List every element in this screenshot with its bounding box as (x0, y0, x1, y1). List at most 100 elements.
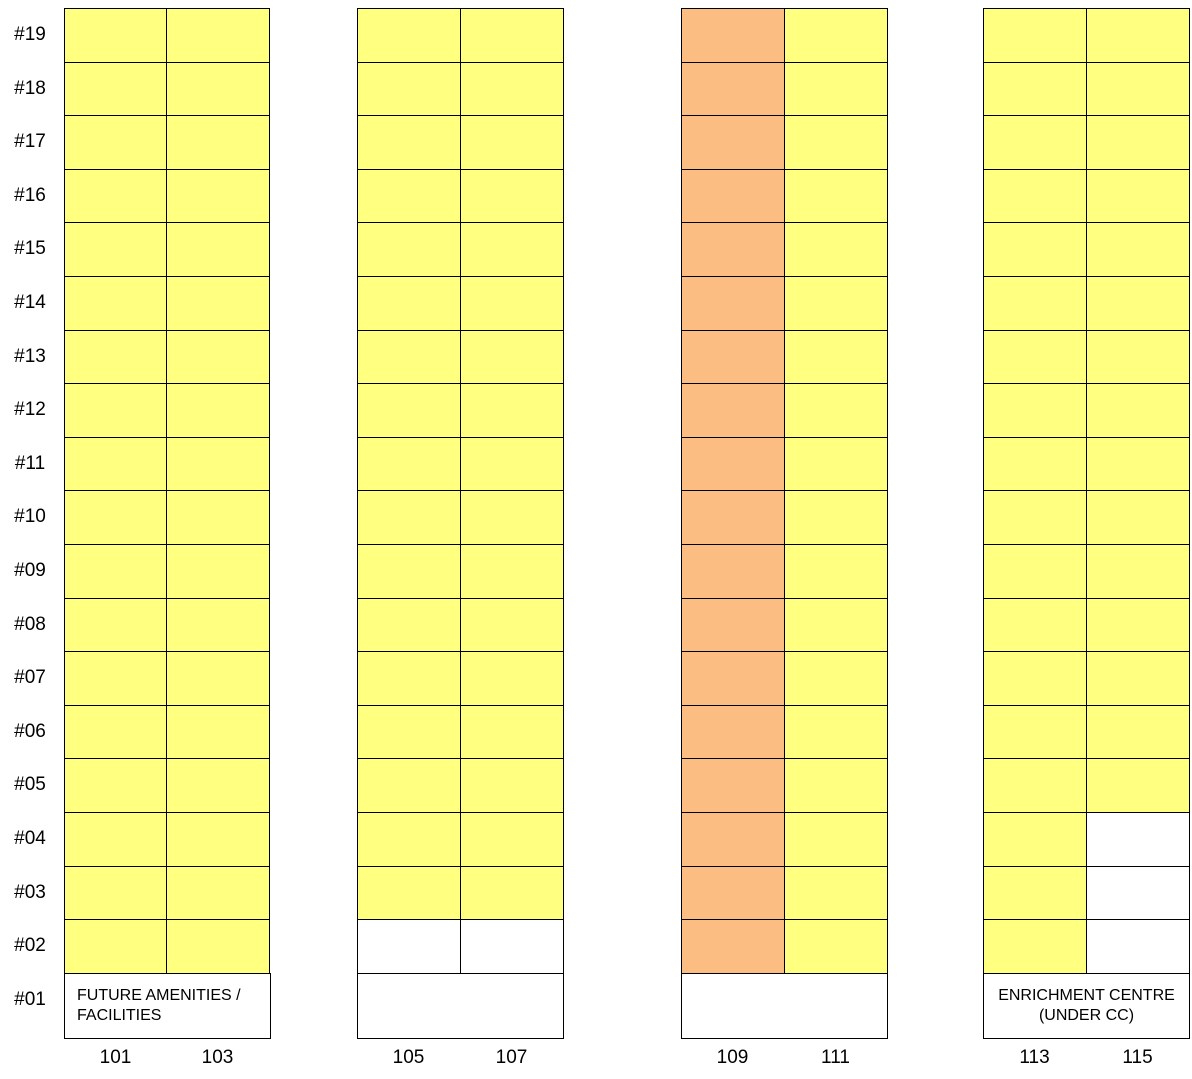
unit-cell-08-107 (460, 597, 564, 653)
unit-cell-02-101 (64, 919, 168, 974)
unit-cell-05-103 (166, 758, 270, 813)
unit-cell-03-101 (64, 865, 168, 921)
unit-cell-19-113 (983, 8, 1087, 63)
unit-cell-04-101 (64, 812, 168, 867)
unit-cell-07-105 (357, 651, 461, 706)
block-note-text: FUTURE AMENITIES / FACILITIES (77, 987, 241, 1025)
unit-cell-02-115 (1086, 919, 1190, 974)
unit-cell-17-113 (983, 115, 1087, 170)
floor-label-07: #07 (14, 667, 46, 689)
unit-cell-09-103 (166, 544, 270, 599)
unit-cell-18-103 (166, 61, 270, 117)
unit-cell-07-103 (166, 651, 270, 706)
unit-cell-11-107 (460, 436, 564, 492)
unit-cell-18-109 (681, 61, 785, 117)
unit-cell-16-115 (1086, 168, 1190, 224)
unit-cell-14-105 (357, 276, 461, 331)
unit-cell-03-115 (1086, 865, 1190, 921)
unit-cell-02-103 (166, 919, 270, 974)
unit-cell-02-111 (784, 919, 888, 974)
unit-cell-16-109 (681, 168, 785, 224)
unit-cell-04-107 (460, 812, 564, 867)
unit-cell-06-101 (64, 704, 168, 760)
unit-cell-08-115 (1086, 597, 1190, 653)
unit-cell-06-113 (983, 704, 1087, 760)
unit-cell-09-111 (784, 544, 888, 599)
unit-cell-06-115 (1086, 704, 1190, 760)
unit-cell-06-105 (357, 704, 461, 760)
unit-cell-10-111 (784, 490, 888, 545)
unit-cell-08-103 (166, 597, 270, 653)
unit-cell-16-101 (64, 168, 168, 224)
unit-cell-19-105 (357, 8, 461, 63)
unit-cell-09-105 (357, 544, 461, 599)
unit-cell-18-101 (64, 61, 168, 117)
unit-cell-07-109 (681, 651, 785, 706)
unit-cell-16-113 (983, 168, 1087, 224)
unit-cell-07-113 (983, 651, 1087, 706)
unit-cell-09-115 (1086, 544, 1190, 599)
unit-cell-12-103 (166, 383, 270, 438)
floor-label-09: #09 (14, 560, 46, 581)
unit-cell-15-105 (357, 222, 461, 277)
unit-cell-14-107 (460, 276, 564, 331)
unit-cell-06-107 (460, 704, 564, 760)
unit-cell-14-111 (784, 276, 888, 331)
unit-cell-08-113 (983, 597, 1087, 653)
unit-cell-15-107 (460, 222, 564, 277)
unit-cell-14-103 (166, 276, 270, 331)
unit-cell-18-111 (784, 61, 888, 117)
unit-cell-18-115 (1086, 61, 1190, 117)
unit-cell-15-101 (64, 222, 168, 277)
unit-cell-17-111 (784, 115, 888, 170)
unit-cell-05-101 (64, 758, 168, 813)
unit-cell-09-109 (681, 544, 785, 599)
unit-cell-18-105 (357, 61, 461, 117)
unit-cell-03-105 (357, 865, 461, 921)
unit-cell-08-105 (357, 597, 461, 653)
unit-cell-09-107 (460, 544, 564, 599)
unit-cell-10-115 (1086, 490, 1190, 545)
unit-cell-05-107 (460, 758, 564, 813)
floor-label-17: #17 (14, 131, 46, 153)
floor-label-08: #08 (14, 613, 46, 635)
unit-cell-04-115 (1086, 812, 1190, 867)
unit-cell-15-115 (1086, 222, 1190, 277)
first-floor-block-109-111 (681, 972, 888, 1040)
floor-label-05: #05 (14, 774, 46, 796)
floor-label-04: #04 (14, 828, 46, 849)
first-floor-block-105-107 (357, 972, 564, 1040)
unit-cell-13-109 (681, 329, 785, 385)
unit-cell-04-105 (357, 812, 461, 867)
unit-label-105: 105 (392, 1047, 425, 1068)
unit-cell-10-105 (357, 490, 461, 545)
unit-cell-02-105 (357, 919, 461, 974)
unit-cell-12-105 (357, 383, 461, 438)
floor-label-15: #15 (14, 238, 46, 260)
unit-label-101: 101 (99, 1047, 132, 1068)
unit-cell-07-107 (460, 651, 564, 706)
unit-cell-14-109 (681, 276, 785, 331)
unit-cell-14-115 (1086, 276, 1190, 331)
floor-label-01: #01 (14, 988, 46, 1010)
unit-cell-13-107 (460, 329, 564, 385)
floor-label-06: #06 (14, 720, 46, 742)
unit-cell-10-109 (681, 490, 785, 545)
unit-cell-12-101 (64, 383, 168, 438)
floor-label-10: #10 (14, 506, 46, 528)
unit-cell-19-107 (460, 8, 564, 63)
unit-cell-08-109 (681, 597, 785, 653)
unit-cell-13-115 (1086, 329, 1190, 385)
unit-cell-04-109 (681, 812, 785, 867)
unit-cell-11-111 (784, 436, 888, 492)
unit-cell-17-105 (357, 115, 461, 170)
unit-cell-13-111 (784, 329, 888, 385)
unit-label-111: 111 (821, 1047, 850, 1068)
floor-label-02: #02 (14, 935, 46, 957)
unit-cell-11-109 (681, 436, 785, 492)
unit-cell-14-113 (983, 276, 1087, 331)
unit-cell-05-115 (1086, 758, 1190, 813)
unit-cell-15-113 (983, 222, 1087, 277)
unit-cell-13-113 (983, 329, 1087, 385)
